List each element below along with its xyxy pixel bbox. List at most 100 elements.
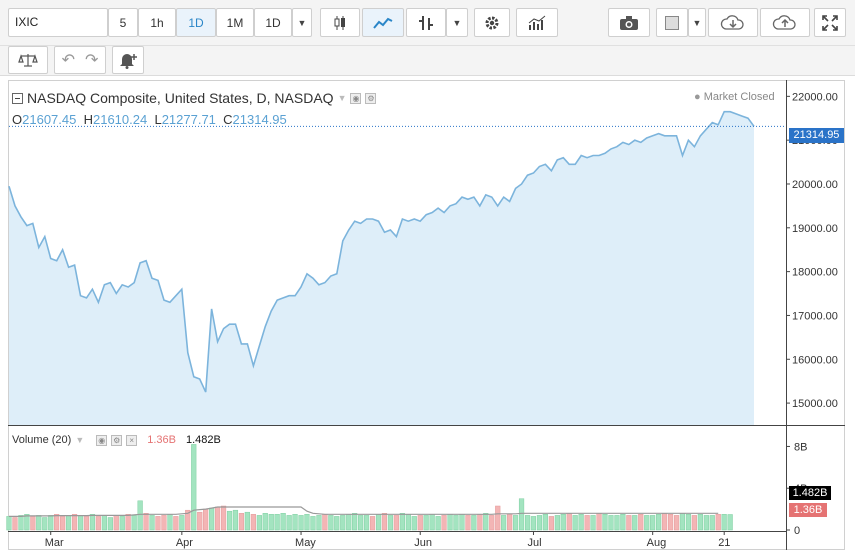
candles-button[interactable] <box>320 8 360 37</box>
bell-plus-icon <box>120 54 137 69</box>
snapshot-button[interactable] <box>608 8 650 37</box>
volume-bar <box>650 515 656 531</box>
eye-icon[interactable]: ◉ <box>96 434 108 446</box>
cloud-download-icon <box>720 14 744 30</box>
high-value: 21610.24 <box>92 112 148 127</box>
redo-icon[interactable]: ↷ <box>85 52 99 69</box>
volume-bar <box>387 515 394 531</box>
fullscreen-button[interactable] <box>814 8 846 37</box>
x-tick-label: Jul <box>527 537 541 549</box>
volume-bar <box>423 515 429 531</box>
x-tick-label: 21 <box>718 537 730 549</box>
volume-tag-secondary: 1.36B <box>789 503 827 517</box>
area-chart-button[interactable] <box>362 8 404 37</box>
load-chart-button[interactable] <box>708 8 758 37</box>
scales-icon <box>18 54 38 67</box>
gear-icon <box>485 16 499 29</box>
volume-bar <box>173 516 179 531</box>
volume-bar <box>596 513 602 531</box>
volume-bar <box>644 515 650 531</box>
undo-icon[interactable]: ↶ <box>61 52 75 69</box>
volume-bar <box>435 516 441 531</box>
volume-label: Volume (20) <box>12 434 72 446</box>
volume-bar <box>697 514 703 531</box>
bars-button[interactable] <box>406 8 446 37</box>
eye-icon[interactable]: ◉ <box>350 92 362 104</box>
volume-bar <box>477 514 483 531</box>
interval-1m-button[interactable]: 1M <box>216 8 254 37</box>
volume-bar <box>393 515 399 531</box>
volume-bar <box>614 515 620 531</box>
last-price-tag: 21314.95 <box>789 128 844 143</box>
color-button[interactable] <box>656 8 688 37</box>
undo-redo-group: ↶ ↷ <box>54 46 106 74</box>
indicators-button[interactable] <box>516 8 558 37</box>
interval-custom-button[interactable]: 1D <box>254 8 292 37</box>
volume-bar <box>578 514 584 531</box>
close-icon[interactable]: × <box>126 434 138 446</box>
volume-bar <box>518 498 525 531</box>
low-label: L <box>154 112 162 127</box>
volume-bar <box>709 515 715 531</box>
interval-1h-button[interactable]: 1h <box>138 8 176 37</box>
camera-icon <box>620 15 638 30</box>
volume-bar <box>673 515 680 531</box>
volume-bar <box>375 514 382 531</box>
chevron-down-icon[interactable]: ▼ <box>337 93 347 103</box>
interval-dropdown-button[interactable]: ▼ <box>292 8 312 37</box>
interval-5-button[interactable]: 5 <box>108 8 138 37</box>
price-series <box>8 110 786 425</box>
alert-button[interactable] <box>112 46 144 74</box>
close-value: 21314.95 <box>232 112 287 127</box>
volume-bar <box>590 515 596 531</box>
volume-bar <box>42 517 48 531</box>
y-tick-label: 22000.00 <box>792 91 838 103</box>
volume-bar <box>12 517 18 531</box>
volume-bar <box>36 515 42 531</box>
volume-bar <box>191 444 197 531</box>
volume-bar <box>363 515 370 531</box>
volume-bar <box>620 514 626 531</box>
volume-bar <box>667 514 674 531</box>
volume-bar <box>638 514 644 531</box>
volume-bar <box>256 515 262 531</box>
chart-type-dropdown-button[interactable]: ▼ <box>446 8 468 37</box>
volume-bar <box>322 514 328 531</box>
candlestick-icon <box>334 15 345 30</box>
x-tick-label: May <box>295 537 316 549</box>
volume-bar <box>566 513 572 531</box>
volume-bar <box>441 515 447 531</box>
volume-bar <box>161 515 167 531</box>
collapse-icon[interactable] <box>12 92 23 104</box>
market-status: ● Market Closed <box>694 91 775 103</box>
volume-value-a: 1.36B <box>147 434 176 446</box>
volume-bar <box>483 513 489 531</box>
settings-icon[interactable]: ⚙ <box>111 434 123 446</box>
save-chart-button[interactable] <box>760 8 810 37</box>
volume-bar <box>369 516 376 531</box>
volume-ma-line <box>9 506 719 518</box>
y-tick-label: 17000.00 <box>792 310 838 322</box>
volume-bar <box>358 515 364 531</box>
volume-bar <box>542 514 548 531</box>
symbol-input[interactable]: IXIC <box>8 8 108 37</box>
volume-bar <box>316 515 322 531</box>
settings-button[interactable] <box>474 8 510 37</box>
volume-bar <box>197 511 203 531</box>
chevron-down-icon[interactable]: ▼ <box>75 435 85 445</box>
interval-1d-button[interactable]: 1D <box>176 8 216 37</box>
settings-icon[interactable]: ⚙ <box>365 92 377 104</box>
volume-bar <box>113 515 119 531</box>
volume-bar <box>6 516 12 531</box>
volume-bar <box>399 513 405 531</box>
color-swatch-icon <box>665 15 679 30</box>
volume-tick-label: 8B <box>794 441 807 453</box>
volume-bar <box>447 514 453 531</box>
compare-button[interactable] <box>8 46 48 74</box>
volume-bar <box>65 515 72 531</box>
volume-bar <box>536 515 543 531</box>
volume-bar <box>280 513 286 531</box>
color-dropdown-button[interactable]: ▼ <box>688 8 706 37</box>
volume-bar <box>584 515 590 531</box>
